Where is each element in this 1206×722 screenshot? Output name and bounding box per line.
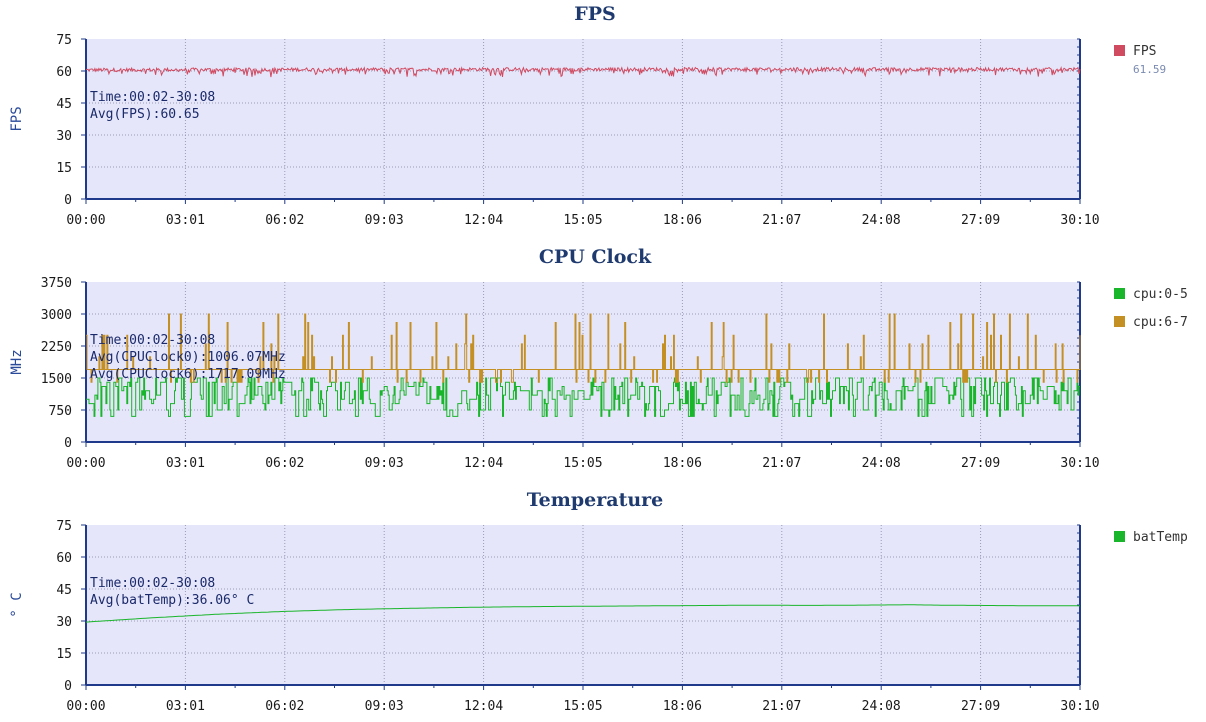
stats-annotation: Avg(CPUClock6):1717.09MHz [90, 367, 286, 382]
x-tick-label: 12:04 [464, 213, 503, 228]
y-tick-label: 750 [49, 404, 72, 419]
y-tick-label: 0 [64, 679, 72, 694]
stats-annotation: Avg(CPUClock0):1006.07MHz [90, 350, 286, 365]
y-tick-label: 0 [64, 193, 72, 208]
y-tick-label: 30 [56, 129, 72, 144]
legend-swatch [1114, 45, 1125, 56]
stats-annotation: Time:00:02-30:08 [90, 576, 215, 591]
y-tick-label: 45 [56, 583, 72, 598]
stats-annotation: Time:00:02-30:08 [90, 90, 215, 105]
x-tick-label: 21:07 [762, 699, 801, 714]
y-tick-label: 60 [56, 551, 72, 566]
x-tick-label: 24:08 [862, 213, 901, 228]
x-tick-label: 15:05 [563, 213, 602, 228]
x-tick-label: 00:00 [66, 213, 105, 228]
y-tick-label: 15 [56, 647, 72, 662]
x-tick-label: 27:09 [961, 699, 1000, 714]
y-axis-label: FPS [9, 106, 25, 131]
x-tick-label: 15:05 [563, 699, 602, 714]
x-tick-label: 12:04 [464, 456, 503, 471]
stats-annotation: Avg(batTemp):36.06° C [90, 593, 254, 608]
x-tick-label: 27:09 [961, 213, 1000, 228]
x-tick-label: 12:04 [464, 699, 503, 714]
x-tick-label: 06:02 [265, 699, 304, 714]
plot-area [86, 39, 1080, 199]
x-tick-label: 06:02 [265, 213, 304, 228]
x-tick-label: 03:01 [166, 456, 205, 471]
x-tick-label: 24:08 [862, 699, 901, 714]
x-tick-label: 06:02 [265, 456, 304, 471]
chart-panel-2: Temperature 0 15 30 45 60 75 00:00 03:01 06:02 09:… [9, 489, 1188, 714]
legend-swatch [1114, 288, 1125, 299]
y-tick-label: 60 [56, 65, 72, 80]
y-axis-label: MHz [9, 349, 25, 374]
x-tick-label: 00:00 [66, 456, 105, 471]
series-line-battemp [85, 604, 1081, 623]
x-tick-label: 09:03 [365, 213, 404, 228]
chart-panel-0: FPS 0 15 30 45 60 75 00:00 03:01 06:02 09:03 12:04 1… [9, 3, 1166, 228]
x-tick-label: 18:06 [663, 213, 702, 228]
chart-title: CPU Clock [539, 246, 652, 268]
legend-value: 61.59 [1133, 63, 1166, 76]
series-line-cpu-6-7 [86, 313, 1081, 383]
legend-label: cpu:6-7 [1133, 315, 1188, 330]
chart-title: Temperature [527, 489, 664, 511]
y-tick-label: 75 [56, 519, 72, 534]
x-tick-label: 09:03 [365, 699, 404, 714]
x-tick-label: 27:09 [961, 456, 1000, 471]
stats-annotation: Time:00:02-30:08 [90, 333, 215, 348]
series-line-fps [85, 65, 1081, 78]
x-tick-label: 03:01 [166, 213, 205, 228]
y-tick-label: 75 [56, 33, 72, 48]
x-tick-label: 15:05 [563, 456, 602, 471]
y-tick-label: 2250 [41, 340, 72, 355]
x-tick-label: 00:00 [66, 699, 105, 714]
y-axis-label: ° C [9, 592, 25, 617]
legend-swatch [1114, 531, 1125, 542]
series-line-cpu-0-5 [86, 377, 1080, 417]
y-tick-label: 0 [64, 436, 72, 451]
x-tick-label: 09:03 [365, 456, 404, 471]
y-tick-label: 30 [56, 615, 72, 630]
x-tick-label: 21:07 [762, 213, 801, 228]
x-tick-label: 30:10 [1060, 699, 1099, 714]
x-tick-label: 30:10 [1060, 456, 1099, 471]
x-tick-label: 21:07 [762, 456, 801, 471]
legend-label: cpu:0-5 [1133, 287, 1188, 302]
x-tick-label: 24:08 [862, 456, 901, 471]
y-tick-label: 45 [56, 97, 72, 112]
chart-title: FPS [574, 3, 616, 25]
x-tick-label: 03:01 [166, 699, 205, 714]
legend-label: FPS [1133, 44, 1156, 59]
y-tick-label: 1500 [41, 372, 72, 387]
y-tick-label: 3000 [41, 308, 72, 323]
y-tick-label: 3750 [41, 276, 72, 291]
y-tick-label: 15 [56, 161, 72, 176]
x-tick-label: 30:10 [1060, 213, 1099, 228]
stats-annotation: Avg(FPS):60.65 [90, 107, 200, 122]
chart-panel-1: CPU Clock 0 750 1500 2250 3000 3750 00:00 03:01 0… [9, 246, 1188, 471]
legend-label: batTemp [1133, 530, 1188, 545]
x-tick-label: 18:06 [663, 456, 702, 471]
legend-swatch [1114, 316, 1125, 327]
x-tick-label: 18:06 [663, 699, 702, 714]
